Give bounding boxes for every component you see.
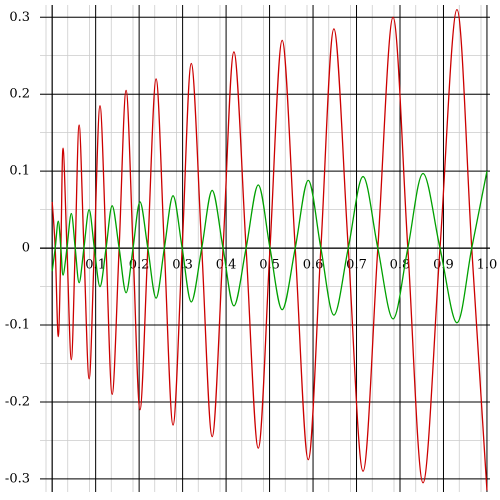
series-line — [51, 8, 488, 491]
y-tick-label: 0.3 — [9, 10, 30, 25]
x-tick-label: 0.8 — [390, 258, 411, 273]
x-tick-label: 1.0 — [477, 258, 498, 273]
series-line — [51, 171, 488, 324]
y-tick-label: 0.1 — [9, 164, 30, 179]
y-tick-label: -0.2 — [5, 394, 30, 409]
x-tick-label: 0.6 — [303, 258, 324, 273]
y-tick-label: -0.3 — [5, 471, 30, 486]
y-tick-label: -0.1 — [5, 318, 30, 333]
x-tick-label: 0.1 — [85, 258, 106, 273]
x-tick-label: 0.3 — [172, 258, 193, 273]
x-tick-label: 0.7 — [346, 258, 367, 273]
y-tick-label: 0.2 — [9, 87, 30, 102]
y-tick-label: 0 — [22, 241, 30, 256]
